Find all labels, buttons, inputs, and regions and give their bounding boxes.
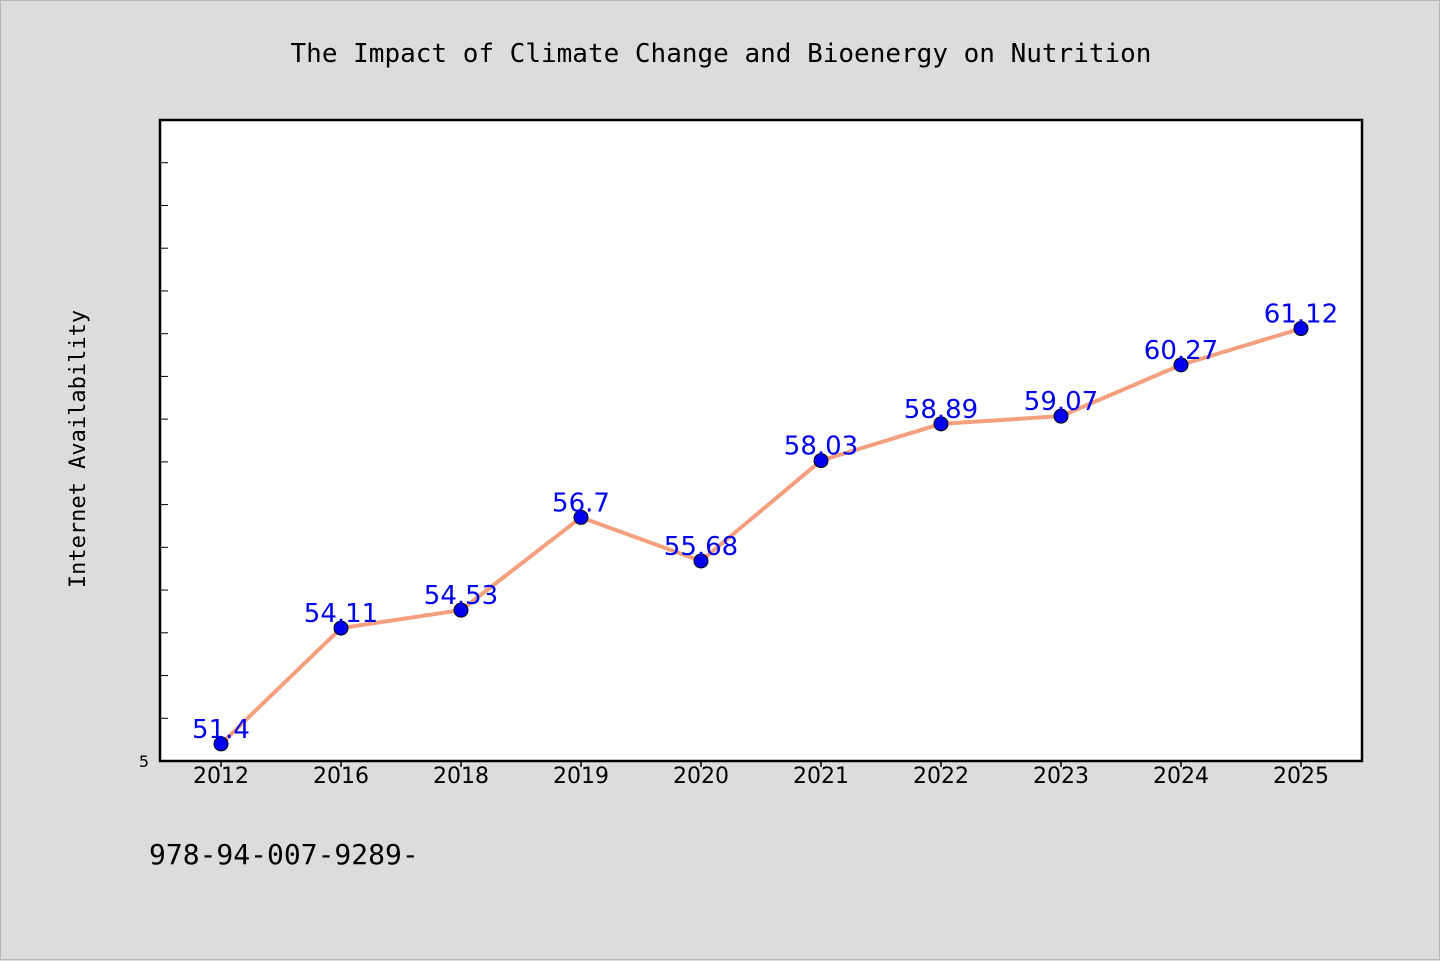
data-markers: [213, 321, 1309, 752]
data-point: [1293, 321, 1309, 337]
data-point: [933, 416, 949, 432]
plot-area: [158, 118, 1364, 763]
x-tick-label: 2022: [913, 764, 969, 789]
data-label: 58.89: [904, 395, 978, 425]
data-label: 54.11: [304, 599, 378, 629]
chart-title: The Impact of Climate Change and Bioener…: [291, 39, 1152, 69]
data-label: 56.7: [552, 488, 610, 518]
data-label: 58.03: [784, 432, 858, 462]
data-labels: 51.4 54.11 54.53 56.7 55.68 58.03 58.89 59.07 60…: [192, 300, 1338, 745]
data-point: [333, 620, 349, 636]
x-tick-label: 2018: [433, 764, 489, 789]
data-point: [213, 736, 229, 752]
data-point: [813, 453, 829, 469]
x-tick-label: 2023: [1033, 764, 1089, 789]
x-tick-label: 2019: [553, 764, 609, 789]
data-point: [453, 602, 469, 618]
x-tick-label: 2021: [793, 764, 849, 789]
y-axis-label: Internet Availability: [66, 310, 91, 588]
x-tick-label: 2024: [1153, 764, 1209, 789]
data-label: 61.12: [1264, 300, 1338, 330]
x-tick-label: 2016: [313, 764, 369, 789]
y-axis-ticks: [160, 119, 168, 762]
x-tick-label: 2012: [193, 764, 249, 789]
y-tick-label: 5: [139, 752, 149, 771]
data-point: [573, 509, 589, 525]
series-line: [219, 326, 1302, 746]
data-label: 55.68: [664, 532, 738, 562]
data-label: 51.4: [192, 715, 250, 745]
data-point: [1173, 357, 1189, 373]
x-tick-label: 2020: [673, 764, 729, 789]
data-point: [1053, 408, 1069, 424]
data-label: 59.07: [1024, 387, 1098, 417]
x-tick-label: 2025: [1273, 764, 1329, 789]
x-axis-ticks: [220, 761, 1302, 767]
x-tick-labels: 2012 2016 2018 2019 2020 2021 2022 2023 2024 2025: [193, 764, 1329, 789]
data-label: 54.53: [424, 581, 498, 611]
data-point: [693, 553, 709, 569]
data-label: 60.27: [1144, 336, 1218, 366]
footer-isbn-text: 978-94-007-9289-: [149, 838, 419, 871]
